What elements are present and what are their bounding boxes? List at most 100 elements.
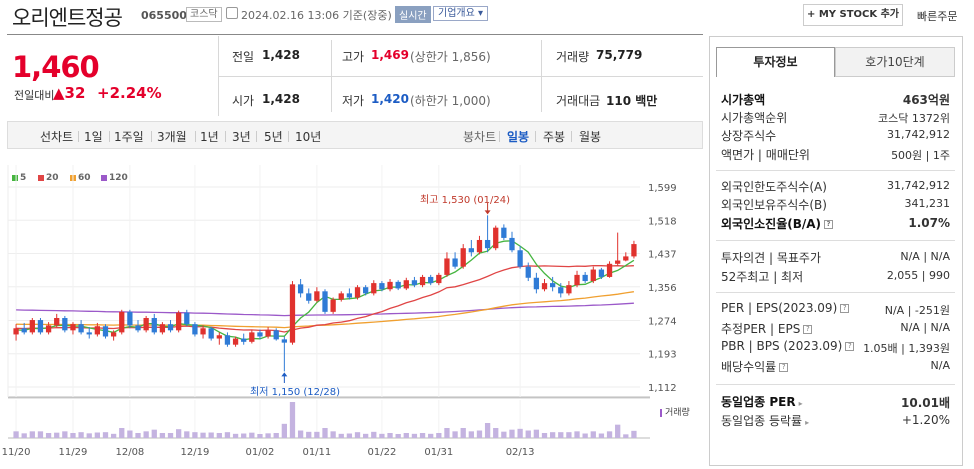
tab-1d[interactable]: 1일 [84, 130, 103, 144]
volume-bar [631, 430, 637, 438]
volume-bar [533, 429, 540, 438]
volume-bar [517, 428, 523, 438]
volume-bar [606, 431, 613, 438]
volume-bar [94, 432, 101, 438]
candle-body [192, 324, 198, 335]
candle-body [493, 227, 499, 249]
tab-monthly[interactable]: 월봉 [579, 130, 602, 144]
candle-body [541, 283, 548, 290]
legend-swatch [12, 174, 18, 181]
volume-swatch [660, 408, 662, 417]
volume-bar [484, 423, 491, 438]
x-tick-label: 01/31 [424, 447, 453, 458]
pbr-value: 1.05배 | 1,393원 [863, 342, 950, 355]
volume-bar [346, 433, 353, 438]
candle-body [509, 237, 515, 251]
tab-10y[interactable]: 10년 [295, 130, 322, 144]
pbr-label: PBR | BPS (2023.09)? [721, 339, 855, 353]
legend-ma120: 120 [101, 173, 128, 183]
candle-body [403, 280, 409, 289]
candle-body [387, 281, 393, 290]
candle-body [606, 263, 613, 277]
candle-body [314, 291, 320, 301]
volume-bar [37, 431, 44, 438]
candle-body [395, 281, 401, 289]
rank-value: 코스닥 1372위 [878, 112, 950, 125]
tab-separator [288, 131, 289, 142]
volume-bar [265, 433, 271, 438]
candle-body [501, 227, 507, 238]
candle-body [232, 338, 239, 345]
candle-body [533, 277, 540, 290]
high-label: 고가 [342, 50, 365, 64]
market-cap-label: 시가총액 [721, 93, 766, 107]
high-annotation: 최고 1,530 (01/24) [420, 195, 511, 206]
help-icon[interactable]: ? [803, 325, 813, 334]
y-tick-label: 1,356 [648, 283, 677, 294]
tab-5y[interactable]: 5년 [264, 130, 283, 144]
volume-bar [436, 433, 442, 438]
candle-body [176, 312, 182, 331]
volume-bar [509, 429, 515, 438]
volume-bar [314, 431, 320, 438]
divider [218, 76, 703, 77]
market-badge: 코스닥 [186, 7, 222, 22]
par-label: 액면가 | 매매단위 [721, 148, 810, 162]
low-label: 저가 [342, 94, 365, 108]
candle-body [54, 318, 60, 326]
tab-3m[interactable]: 3개월 [157, 130, 187, 144]
volume-bar [151, 429, 157, 438]
header-divider [7, 34, 703, 35]
tab-1y[interactable]: 1년 [200, 130, 219, 144]
volume-bar [54, 432, 60, 438]
tab-3y[interactable]: 3년 [232, 130, 251, 144]
div-text: 배당수익률 [721, 360, 777, 374]
help-icon[interactable]: ? [840, 304, 850, 313]
candle-body [119, 311, 125, 333]
tab-daily[interactable]: 일봉 [507, 130, 530, 144]
volume-bar [62, 431, 68, 438]
volume-bar [257, 434, 263, 438]
help-icon[interactable]: ? [845, 342, 855, 351]
legend-swatch [101, 174, 107, 181]
realtime-badge[interactable]: 실시간 [395, 6, 431, 23]
volume-bar [208, 432, 214, 438]
tab-investment-info[interactable]: 투자정보 [716, 47, 835, 77]
candle-body [13, 328, 19, 335]
low-arrowhead [281, 372, 288, 377]
help-icon[interactable]: ? [824, 220, 834, 229]
open-label: 시가 [232, 94, 255, 108]
volume-bar [167, 433, 174, 438]
candle-body [452, 258, 458, 267]
legend-swatch [38, 174, 44, 181]
volume-bar [249, 432, 255, 438]
foreign-ratio-label: 외국인소진율(B/A)? [721, 215, 834, 232]
sector-rate-text: 동일업종 등락률 [721, 414, 803, 428]
tab-weekly[interactable]: 주봉 [543, 130, 566, 144]
candle-body [330, 299, 336, 312]
candle-body [354, 287, 361, 298]
price-change: ▲32 [53, 84, 86, 102]
x-tick-label: 01/02 [246, 447, 275, 458]
arrow-right-icon[interactable]: ▸ [805, 418, 810, 427]
tab-separator [499, 131, 500, 142]
tab-1w[interactable]: 1주일 [114, 130, 144, 144]
divider [716, 384, 955, 385]
add-my-stock-button[interactable]: + MY STOCK 추가 [803, 4, 903, 26]
candle-body [135, 325, 141, 331]
volume-bar [525, 430, 531, 438]
foreign-hold-value: 341,231 [904, 197, 951, 210]
legend-ma20: 20 [38, 173, 59, 183]
par-value: 500원 | 1주 [891, 149, 950, 162]
help-icon[interactable]: ? [779, 363, 789, 372]
divider [716, 240, 955, 241]
company-overview-dropdown[interactable]: 기업개요 ▾ [433, 6, 488, 21]
rank-label: 시가총액순위 [721, 111, 788, 125]
tab-orderbook[interactable]: 호가10단계 [835, 47, 955, 77]
est-per-label: 추정PER | EPS? [721, 320, 813, 337]
candle-body [241, 338, 247, 342]
arrow-right-icon[interactable]: ▸ [798, 399, 803, 408]
volume-value: 75,779 [596, 48, 643, 62]
quick-order-link[interactable]: 빠른주문 [917, 10, 958, 23]
